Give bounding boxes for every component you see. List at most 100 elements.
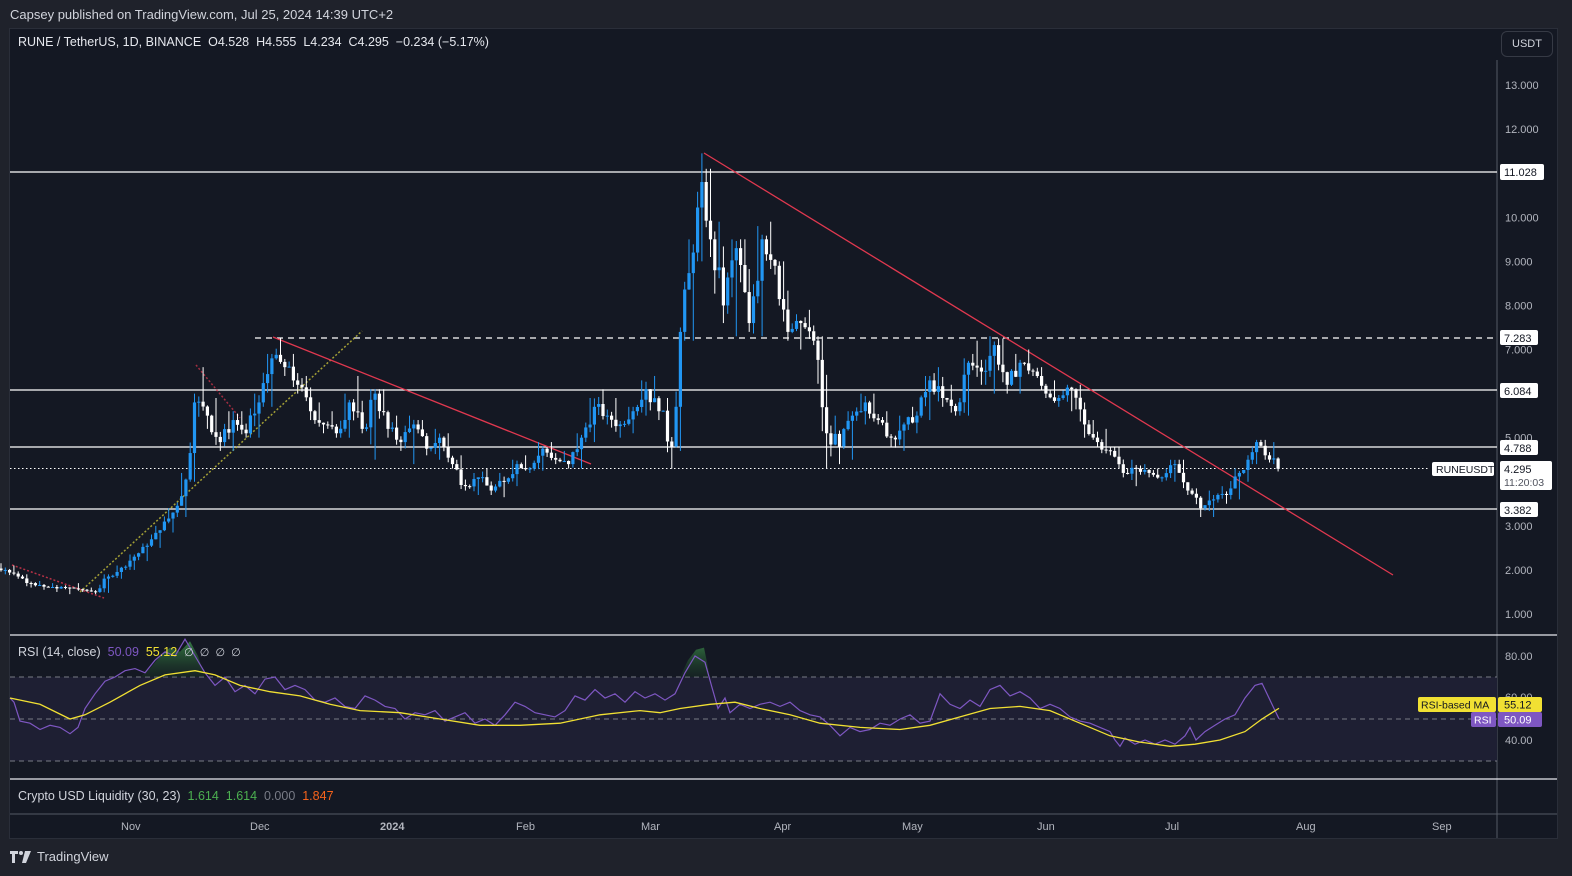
candle[interactable] <box>46 586 50 588</box>
candle[interactable] <box>730 260 734 278</box>
candle[interactable] <box>438 437 442 444</box>
candle[interactable] <box>945 398 949 400</box>
candle[interactable] <box>1095 437 1100 443</box>
candle[interactable] <box>1216 494 1220 500</box>
candle[interactable] <box>485 477 489 486</box>
candle[interactable] <box>536 455 541 463</box>
candle[interactable] <box>885 422 889 437</box>
candle[interactable] <box>12 572 16 574</box>
candle[interactable] <box>760 239 764 281</box>
candle[interactable] <box>502 480 506 482</box>
candle[interactable] <box>979 367 983 372</box>
candle[interactable] <box>519 464 523 469</box>
candle[interactable] <box>1048 393 1052 398</box>
candle[interactable] <box>1147 469 1151 473</box>
candle[interactable] <box>180 496 184 506</box>
candle[interactable] <box>726 277 730 306</box>
candle[interactable] <box>1246 459 1250 470</box>
candle[interactable] <box>244 429 248 434</box>
candle[interactable] <box>661 410 665 412</box>
candle[interactable] <box>610 415 614 420</box>
candle[interactable] <box>971 362 975 366</box>
candle[interactable] <box>902 424 906 431</box>
candle[interactable] <box>446 446 450 458</box>
candle[interactable] <box>1220 493 1224 495</box>
candle[interactable] <box>33 583 37 586</box>
candle[interactable] <box>1022 362 1026 364</box>
candle[interactable] <box>1186 482 1190 491</box>
candle[interactable] <box>373 393 377 400</box>
candle[interactable] <box>63 586 68 588</box>
candle[interactable] <box>128 560 132 567</box>
liquidity-legend[interactable]: Crypto USD Liquidity (30, 23) 1.614 1.61… <box>18 789 334 803</box>
candle[interactable] <box>184 479 188 497</box>
candle[interactable] <box>85 589 89 591</box>
candle[interactable] <box>89 590 93 592</box>
candle[interactable] <box>425 436 429 449</box>
candle[interactable] <box>721 267 725 306</box>
candle[interactable] <box>1229 488 1233 495</box>
candle[interactable] <box>988 355 992 371</box>
candle[interactable] <box>954 405 958 412</box>
candle[interactable] <box>863 402 867 412</box>
candle[interactable] <box>1233 476 1237 489</box>
candle[interactable] <box>653 398 657 403</box>
candle[interactable] <box>919 397 923 416</box>
candle[interactable] <box>1242 469 1246 473</box>
candle[interactable] <box>1259 442 1263 446</box>
candle[interactable] <box>29 583 33 585</box>
candle[interactable] <box>674 406 678 447</box>
candle[interactable] <box>1018 362 1022 377</box>
candle[interactable] <box>631 411 635 420</box>
candle[interactable] <box>997 345 1001 365</box>
candle[interactable] <box>799 320 803 324</box>
candle[interactable] <box>1267 455 1272 460</box>
candle[interactable] <box>859 411 863 413</box>
candle[interactable] <box>1194 493 1198 498</box>
candle[interactable] <box>889 436 893 438</box>
candle[interactable] <box>657 398 661 412</box>
candle[interactable] <box>1263 445 1267 456</box>
candle[interactable] <box>1143 469 1147 472</box>
candle[interactable] <box>240 424 244 430</box>
candle[interactable] <box>1134 467 1138 469</box>
candle[interactable] <box>1035 371 1039 377</box>
candle[interactable] <box>231 420 235 433</box>
candle[interactable] <box>25 578 29 584</box>
candle[interactable] <box>975 365 979 368</box>
candle[interactable] <box>829 433 833 445</box>
candle[interactable] <box>820 359 824 408</box>
candle[interactable] <box>635 406 639 412</box>
candle[interactable] <box>923 391 928 398</box>
candle[interactable] <box>644 389 648 400</box>
candle[interactable] <box>992 345 996 356</box>
candle[interactable] <box>528 468 532 470</box>
candle[interactable] <box>429 447 433 449</box>
candle[interactable] <box>1005 372 1009 385</box>
candle[interactable] <box>928 380 932 392</box>
candle[interactable] <box>81 589 85 591</box>
candle[interactable] <box>261 383 265 403</box>
candle[interactable] <box>1250 452 1254 460</box>
candle[interactable] <box>433 443 437 448</box>
candle[interactable] <box>287 366 291 368</box>
candle[interactable] <box>1160 477 1164 479</box>
candle[interactable] <box>1100 442 1104 450</box>
candle[interactable] <box>545 448 549 453</box>
candle[interactable] <box>309 397 313 412</box>
candle[interactable] <box>803 323 807 328</box>
candle[interactable] <box>283 361 287 368</box>
rsi-pane[interactable]: 80.00 60.00 40.00 RSI-based MA 55.12 RSI… <box>9 638 1542 762</box>
candle[interactable] <box>442 437 446 447</box>
candle[interactable] <box>1009 370 1014 385</box>
candle[interactable] <box>1138 468 1143 472</box>
candle[interactable] <box>1078 397 1082 410</box>
candle[interactable] <box>339 428 343 434</box>
candle[interactable] <box>395 427 399 440</box>
candle[interactable] <box>137 553 141 557</box>
candle[interactable] <box>880 420 885 423</box>
candlestick-series[interactable] <box>0 153 1280 595</box>
candle[interactable] <box>816 340 820 360</box>
candle[interactable] <box>614 419 618 427</box>
candle[interactable] <box>782 299 786 310</box>
